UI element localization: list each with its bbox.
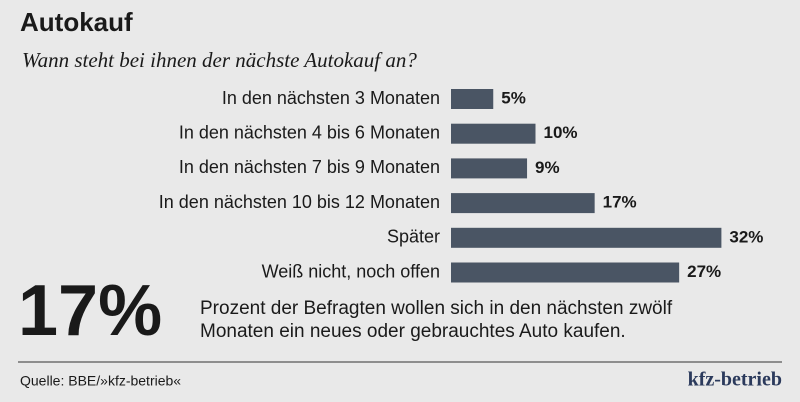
category-label: Weiß nicht, noch offen — [262, 261, 440, 281]
source: Quelle: BBE/»kfz-betrieb« — [20, 373, 181, 389]
category-label: In den nächsten 7 bis 9 Monaten — [179, 157, 440, 177]
bar — [451, 89, 494, 109]
highlight-figure: 17% — [18, 271, 162, 351]
highlight-text: Monaten ein neues oder gebrauchtes Auto … — [200, 321, 626, 342]
category-label: In den nächsten 3 Monaten — [222, 88, 440, 108]
logo: kfz-betrieb — [688, 369, 782, 391]
bar — [451, 193, 595, 214]
value-label: 17% — [603, 193, 637, 212]
category-label: In den nächsten 4 bis 6 Monaten — [179, 122, 440, 142]
value-label: 32% — [729, 227, 763, 246]
value-label: 9% — [535, 158, 560, 177]
value-label: 5% — [501, 88, 526, 107]
category-label: Später — [387, 227, 440, 247]
chart-title: Autokauf — [20, 7, 133, 37]
highlight-text: Prozent der Befragten wollen sich in den… — [200, 298, 673, 319]
bar — [451, 158, 528, 179]
value-label: 27% — [687, 262, 721, 281]
bar — [451, 227, 722, 248]
category-label: In den nächsten 10 bis 12 Monaten — [159, 192, 440, 212]
chart-subtitle: Wann steht bei ihnen der nächste Autokau… — [22, 48, 417, 72]
value-label: 10% — [544, 123, 578, 142]
bar — [451, 262, 680, 283]
bar — [451, 123, 536, 144]
